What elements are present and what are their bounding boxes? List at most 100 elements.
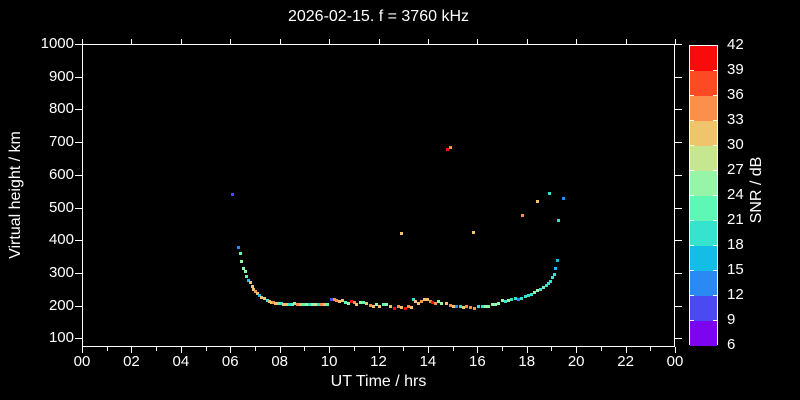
x-tick-label: 00 (666, 353, 684, 370)
colorbar-tick-label: 21 (727, 211, 744, 228)
data-point (446, 148, 450, 152)
colorbar-tick (713, 270, 717, 271)
x-tick-label: 00 (73, 353, 91, 370)
colorbar-label: SNR / dB (748, 156, 765, 224)
colorbar-tick (713, 245, 717, 246)
plot-area (82, 44, 675, 347)
data-point (523, 294, 527, 298)
data-point (274, 301, 278, 305)
x-tick-major (329, 347, 331, 353)
data-point (529, 293, 533, 296)
data-point (549, 280, 553, 284)
data-point (547, 282, 550, 286)
data-point (248, 281, 252, 285)
colorbar-tick (713, 120, 717, 121)
x-tick-label: 20 (567, 353, 585, 370)
x-tick-label: 10 (320, 353, 338, 370)
x-tick-top (230, 39, 232, 44)
data-point (349, 299, 353, 303)
data-point (243, 270, 247, 274)
y-tick-label: 900 (48, 67, 74, 85)
data-point (245, 275, 249, 279)
colorbar-segment (690, 146, 717, 171)
data-point (236, 245, 240, 249)
data-point (510, 297, 514, 301)
colorbar-tick-label: 30 (727, 136, 744, 153)
x-tick-major (427, 347, 429, 353)
data-point (557, 218, 561, 222)
data-point (378, 304, 382, 308)
data-point (296, 303, 300, 307)
data-point (270, 300, 274, 304)
data-point (266, 299, 270, 303)
colorbar-tick-label: 12 (727, 286, 744, 303)
data-point (422, 297, 426, 301)
x-tick-label: 02 (123, 353, 140, 370)
colorbar-segment (690, 71, 717, 96)
data-point (555, 258, 559, 262)
y-tick-right (675, 338, 682, 340)
x-tick-top (675, 39, 676, 44)
x-tick-label: 04 (172, 353, 190, 370)
colorbar-segment (690, 121, 717, 146)
data-point (302, 303, 306, 307)
colorbar-tick-label: 9 (727, 311, 736, 328)
y-tick-left (75, 305, 82, 307)
data-point (480, 304, 484, 308)
colorbar-tick (690, 220, 694, 221)
colorbar-tick (690, 270, 694, 271)
colorbar-tick-label: 39 (727, 61, 744, 78)
y-tick-label: 600 (48, 165, 74, 183)
data-point (287, 303, 291, 307)
data-point (396, 304, 400, 308)
data-point (417, 301, 421, 305)
data-point (329, 298, 333, 302)
data-point (246, 279, 250, 283)
x-tick-label: 06 (221, 353, 239, 370)
data-point (355, 302, 359, 306)
y-tick-right (675, 240, 682, 242)
x-tick-label: 14 (419, 353, 437, 370)
colorbar-tick (713, 295, 717, 296)
colorbar-tick (690, 295, 694, 296)
y-tick-left (75, 76, 82, 78)
data-point (282, 302, 286, 306)
data-point (455, 304, 459, 308)
y-tick-left (75, 240, 82, 242)
colorbar-tick (690, 70, 694, 71)
data-point (406, 304, 410, 308)
data-point (487, 304, 491, 308)
x-tick-minor (106, 347, 108, 351)
colorbar-tick (690, 145, 694, 146)
colorbar-tick (690, 245, 694, 246)
data-point (412, 297, 416, 301)
colorbar-tick (713, 320, 717, 321)
data-point (250, 285, 254, 289)
data-point (375, 302, 379, 306)
data-point (497, 301, 501, 305)
data-point (320, 303, 324, 307)
data-point (541, 286, 545, 290)
data-point (293, 302, 297, 306)
data-point (552, 273, 556, 277)
colorbar-tick-label: 27 (727, 161, 744, 178)
x-tick-label: 08 (271, 353, 288, 370)
data-point (344, 300, 348, 304)
y-tick-right (675, 272, 682, 274)
colorbar-tick (690, 170, 694, 171)
data-point (311, 302, 315, 306)
data-point (368, 303, 372, 307)
data-point (520, 296, 524, 300)
data-point (430, 300, 434, 304)
data-point (439, 301, 443, 305)
data-point (392, 306, 396, 310)
data-point (551, 276, 555, 280)
data-point (332, 298, 336, 302)
x-tick-major (675, 347, 676, 353)
data-point (483, 304, 487, 308)
colorbar-segment (690, 196, 717, 221)
data-point (346, 301, 350, 305)
colorbar-tick (713, 70, 717, 71)
data-point (340, 299, 344, 303)
data-point (507, 298, 511, 302)
